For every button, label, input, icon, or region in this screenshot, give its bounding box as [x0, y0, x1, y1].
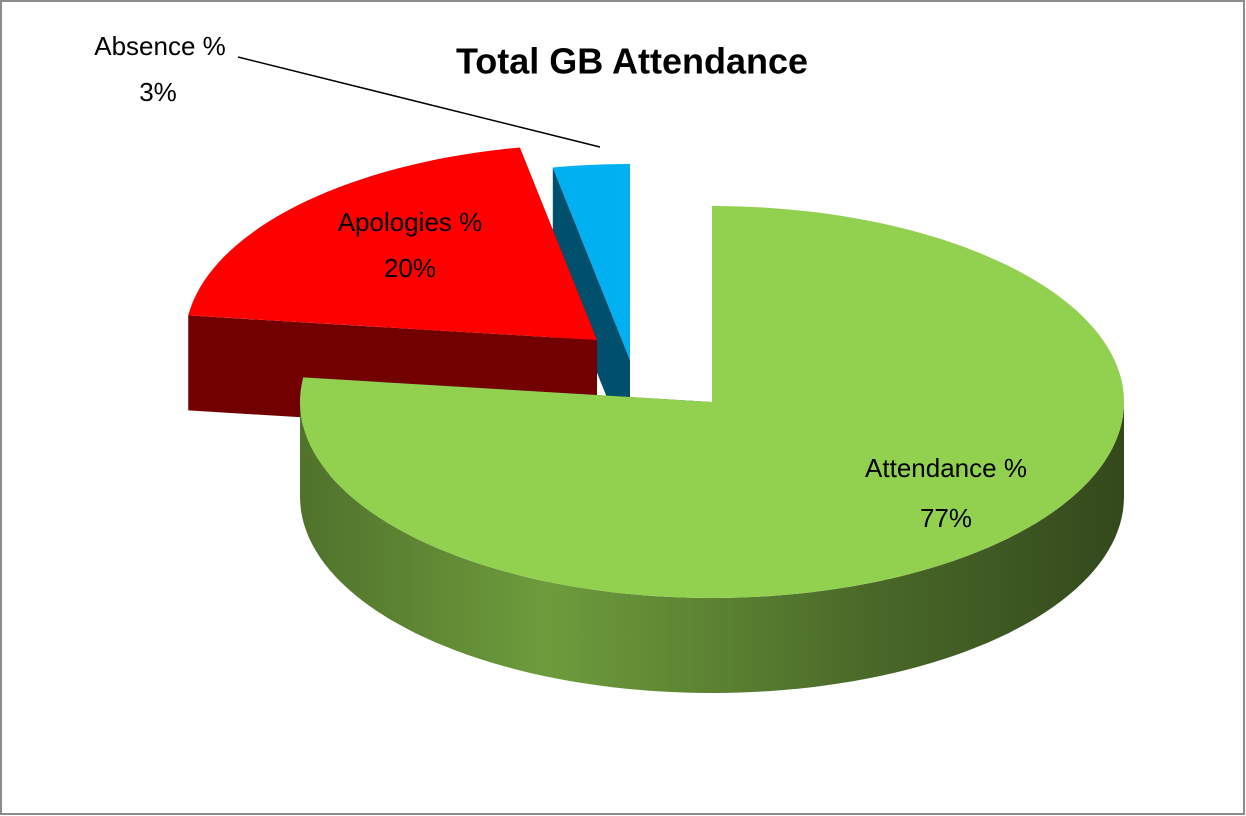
slice-top [552, 164, 630, 360]
slice-top [300, 206, 1124, 598]
pie [188, 147, 1124, 693]
category-label: Absence % [94, 31, 226, 61]
slice-top [188, 147, 597, 340]
chart-title: Total GB Attendance [456, 41, 808, 82]
slice [552, 164, 630, 456]
category-label: Attendance % [865, 453, 1027, 483]
leader-line [237, 56, 601, 148]
slice-wall [300, 402, 1124, 693]
category-label: Apologies % [338, 207, 483, 237]
data-labels: Attendance % 77% Apologies % 20% Absence % 3% [94, 31, 1027, 533]
slice [300, 206, 1124, 693]
value-label: 20% [384, 253, 436, 283]
slice-side [552, 167, 630, 456]
value-label: 77% [920, 503, 972, 533]
value-label: 3% [139, 77, 177, 107]
